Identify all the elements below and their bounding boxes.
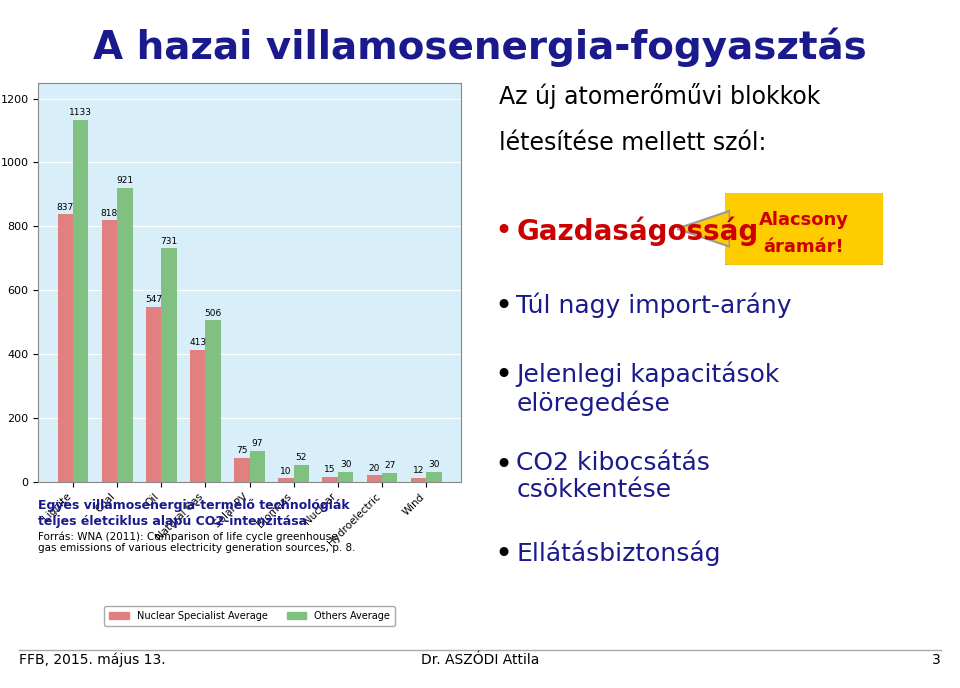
Text: teljes életciklus alapú CO2-intenzitása: teljes életciklus alapú CO2-intenzitása bbox=[38, 515, 307, 528]
Bar bbox=[73, 120, 88, 482]
Text: CO2 kibocsátás
csökkentése: CO2 kibocsátás csökkentése bbox=[516, 451, 710, 502]
Text: •: • bbox=[494, 361, 513, 390]
Bar bbox=[323, 477, 338, 482]
Text: Az új atomerőművi blokkok: Az új atomerőművi blokkok bbox=[499, 83, 821, 109]
Text: 27: 27 bbox=[384, 462, 396, 471]
Text: A hazai villamosenergia-fogyasztás: A hazai villamosenergia-fogyasztás bbox=[93, 28, 867, 67]
Text: 97: 97 bbox=[252, 439, 263, 448]
Text: •: • bbox=[494, 292, 513, 321]
Text: Túl nagy import-arány: Túl nagy import-arány bbox=[516, 292, 792, 318]
Bar bbox=[58, 215, 73, 482]
Text: Gazdaságosság: Gazdaságosság bbox=[516, 217, 758, 246]
Bar bbox=[411, 477, 426, 482]
Bar bbox=[234, 458, 250, 482]
Text: 1133: 1133 bbox=[69, 108, 92, 118]
Text: 413: 413 bbox=[189, 338, 206, 347]
Text: 30: 30 bbox=[428, 460, 440, 469]
Bar bbox=[117, 188, 132, 482]
Bar bbox=[161, 248, 177, 482]
Text: áramár!: áramár! bbox=[764, 238, 844, 256]
Bar bbox=[338, 472, 353, 482]
Bar bbox=[250, 451, 265, 482]
Text: 20: 20 bbox=[369, 464, 380, 473]
Bar bbox=[382, 473, 397, 482]
Text: létesítése mellett szól:: létesítése mellett szól: bbox=[499, 131, 767, 155]
Text: 75: 75 bbox=[236, 446, 248, 455]
Text: Jelenlegi kapacitások
elöregedése: Jelenlegi kapacitások elöregedése bbox=[516, 361, 780, 416]
Text: •: • bbox=[494, 540, 513, 569]
Text: 30: 30 bbox=[340, 460, 351, 469]
Text: 506: 506 bbox=[204, 308, 222, 318]
Text: 3: 3 bbox=[932, 654, 941, 667]
Bar bbox=[102, 220, 117, 482]
Text: 921: 921 bbox=[116, 176, 133, 185]
Bar bbox=[205, 320, 221, 482]
Text: 12: 12 bbox=[413, 466, 424, 475]
FancyBboxPatch shape bbox=[722, 191, 886, 266]
Text: Egyes villamosenergia-termelő technológiák: Egyes villamosenergia-termelő technológi… bbox=[38, 499, 350, 512]
Text: Alacsony: Alacsony bbox=[759, 211, 849, 229]
Text: 10: 10 bbox=[280, 467, 292, 476]
Bar bbox=[367, 475, 382, 482]
Legend: Nuclear Specialist Average, Others Average: Nuclear Specialist Average, Others Avera… bbox=[105, 606, 395, 626]
Polygon shape bbox=[677, 211, 730, 247]
Text: 52: 52 bbox=[296, 453, 307, 462]
Bar bbox=[190, 350, 205, 482]
Bar bbox=[426, 472, 442, 482]
Bar bbox=[278, 478, 294, 482]
Text: 547: 547 bbox=[145, 295, 162, 304]
Text: 15: 15 bbox=[324, 465, 336, 474]
Text: •: • bbox=[494, 217, 513, 246]
Text: •: • bbox=[494, 451, 513, 480]
Text: 837: 837 bbox=[57, 203, 74, 212]
Text: FFB, 2015. május 13.: FFB, 2015. május 13. bbox=[19, 653, 166, 667]
Text: 731: 731 bbox=[160, 237, 178, 246]
Text: Dr. ASZÓDI Attila: Dr. ASZÓDI Attila bbox=[420, 654, 540, 667]
Text: Forrás: WNA (2011): Comparison of life cycle greenhouse
gas emissions of various: Forrás: WNA (2011): Comparison of life c… bbox=[38, 531, 356, 553]
Text: Ellátásbiztonság: Ellátásbiztonság bbox=[516, 540, 721, 566]
Bar bbox=[146, 307, 161, 482]
Text: 818: 818 bbox=[101, 209, 118, 218]
Bar bbox=[294, 465, 309, 482]
